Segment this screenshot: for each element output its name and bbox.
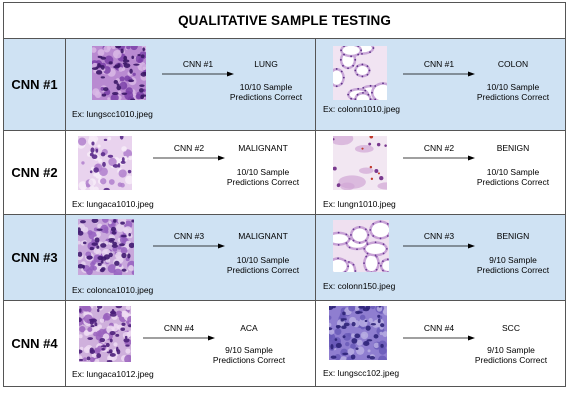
sample-cell-right: Ex: lungscc102.jpeg CNN #4 SCC 9/10 Samp…	[314, 300, 567, 387]
model-arrow: CNN #4	[143, 323, 215, 349]
example-filename: Ex: lungaca1012.jpeg	[72, 369, 154, 379]
results-table: QUALITATIVE SAMPLE TESTING CNN #1 Ex: lu…	[2, 2, 567, 387]
table-row: CNN #1 Ex: lungscc1010.jpeg CNN #1 LUNG …	[3, 38, 567, 131]
histology-image	[79, 306, 131, 362]
example-filename: Ex: colonca1010.jpeg	[72, 285, 154, 295]
arrow-right-icon	[403, 71, 475, 77]
arrow-right-icon	[153, 243, 225, 249]
model-arrow: CNN #3	[403, 231, 475, 257]
prediction-result: BENIGN	[496, 231, 530, 241]
model-label: CNN #4	[423, 323, 455, 333]
prediction-result: COLON	[497, 59, 529, 69]
sample-cell-left: Ex: lungaca1012.jpeg CNN #4 ACA 9/10 Sam…	[65, 300, 316, 387]
arrow-right-icon	[403, 155, 475, 161]
row-label: CNN #4	[3, 300, 66, 387]
example-filename: Ex: lungaca1010.jpeg	[72, 199, 154, 209]
histology-image	[333, 220, 389, 272]
arrow-right-icon	[162, 71, 234, 77]
prediction-result: MALIGNANT	[238, 143, 288, 153]
histology-image	[333, 46, 387, 100]
sample-cell-right: Ex: lungn1010.jpeg CNN #2 BENIGN 10/10 S…	[314, 130, 567, 215]
prediction-result: MALIGNANT	[238, 231, 288, 241]
histology-image	[333, 136, 387, 190]
score-text: 10/10 Sample Predictions Correct	[226, 167, 300, 187]
score-text: 9/10 Sample Predictions Correct	[212, 345, 286, 365]
score-text: 9/10 Sample Predictions Correct	[474, 345, 548, 365]
example-filename: Ex: colonn150.jpeg	[323, 281, 396, 291]
arrow-right-icon	[153, 155, 225, 161]
sample-cell-right: Ex: colonn1010.jpeg CNN #1 COLON 10/10 S…	[314, 38, 567, 131]
model-label: CNN #2	[173, 143, 205, 153]
tissue-texture	[333, 46, 387, 100]
example-filename: Ex: lungn1010.jpeg	[323, 199, 396, 209]
tissue-texture	[92, 46, 146, 100]
table-title: QUALITATIVE SAMPLE TESTING	[2, 2, 567, 39]
model-arrow: CNN #4	[403, 323, 475, 349]
arrow-right-icon	[403, 335, 475, 341]
model-arrow: CNN #2	[403, 143, 475, 169]
histology-image	[78, 136, 132, 190]
sample-cell-left: Ex: lungaca1010.jpeg CNN #2 MALIGNANT 10…	[65, 130, 316, 215]
model-label: CNN #3	[173, 231, 205, 241]
tissue-texture	[333, 220, 389, 272]
tissue-texture	[78, 219, 134, 275]
sample-cell-left: Ex: lungscc1010.jpeg CNN #1 LUNG 10/10 S…	[65, 38, 316, 131]
model-arrow: CNN #2	[153, 143, 225, 169]
model-label: CNN #1	[423, 59, 455, 69]
model-label: CNN #4	[163, 323, 195, 333]
row-label: CNN #1	[3, 38, 66, 131]
model-label: CNN #1	[182, 59, 214, 69]
tissue-texture	[78, 136, 132, 190]
histology-image	[78, 219, 134, 275]
example-filename: Ex: lungscc1010.jpeg	[72, 109, 153, 119]
arrow-right-icon	[143, 335, 215, 341]
example-filename: Ex: colonn1010.jpeg	[323, 104, 401, 114]
prediction-result: ACA	[240, 323, 258, 333]
score-text: 10/10 Sample Predictions Correct	[476, 82, 550, 102]
score-text: 9/10 Sample Predictions Correct	[476, 255, 550, 275]
arrow-right-icon	[403, 243, 475, 249]
tissue-texture	[333, 136, 387, 190]
model-arrow: CNN #1	[403, 59, 475, 85]
prediction-result: LUNG	[254, 59, 278, 69]
sample-cell-right: Ex: colonn150.jpeg CNN #3 BENIGN 9/10 Sa…	[314, 214, 567, 301]
histology-image	[92, 46, 146, 100]
model-arrow: CNN #3	[153, 231, 225, 257]
row-label: CNN #3	[3, 214, 66, 301]
prediction-result: BENIGN	[496, 143, 530, 153]
tissue-texture	[79, 306, 131, 362]
histology-image	[329, 306, 387, 360]
score-text: 10/10 Sample Predictions Correct	[476, 167, 550, 187]
table-row: CNN #4 Ex: lungaca1012.jpeg CNN #4 ACA 9…	[3, 300, 567, 387]
prediction-result: SCC	[502, 323, 520, 333]
tissue-texture	[329, 306, 387, 360]
model-label: CNN #2	[423, 143, 455, 153]
row-label: CNN #2	[3, 130, 66, 215]
score-text: 10/10 Sample Predictions Correct	[226, 255, 300, 275]
score-text: 10/10 Sample Predictions Correct	[229, 82, 303, 102]
model-label: CNN #3	[423, 231, 455, 241]
table-row: CNN #2 Ex: lungaca1010.jpeg CNN #2 MALIG…	[3, 130, 567, 215]
example-filename: Ex: lungscc102.jpeg	[323, 368, 400, 378]
sample-cell-left: Ex: colonca1010.jpeg CNN #3 MALIGNANT 10…	[65, 214, 316, 301]
table-row: CNN #3 Ex: colonca1010.jpeg CNN #3 MALIG…	[3, 214, 567, 301]
model-arrow: CNN #1	[162, 59, 234, 85]
